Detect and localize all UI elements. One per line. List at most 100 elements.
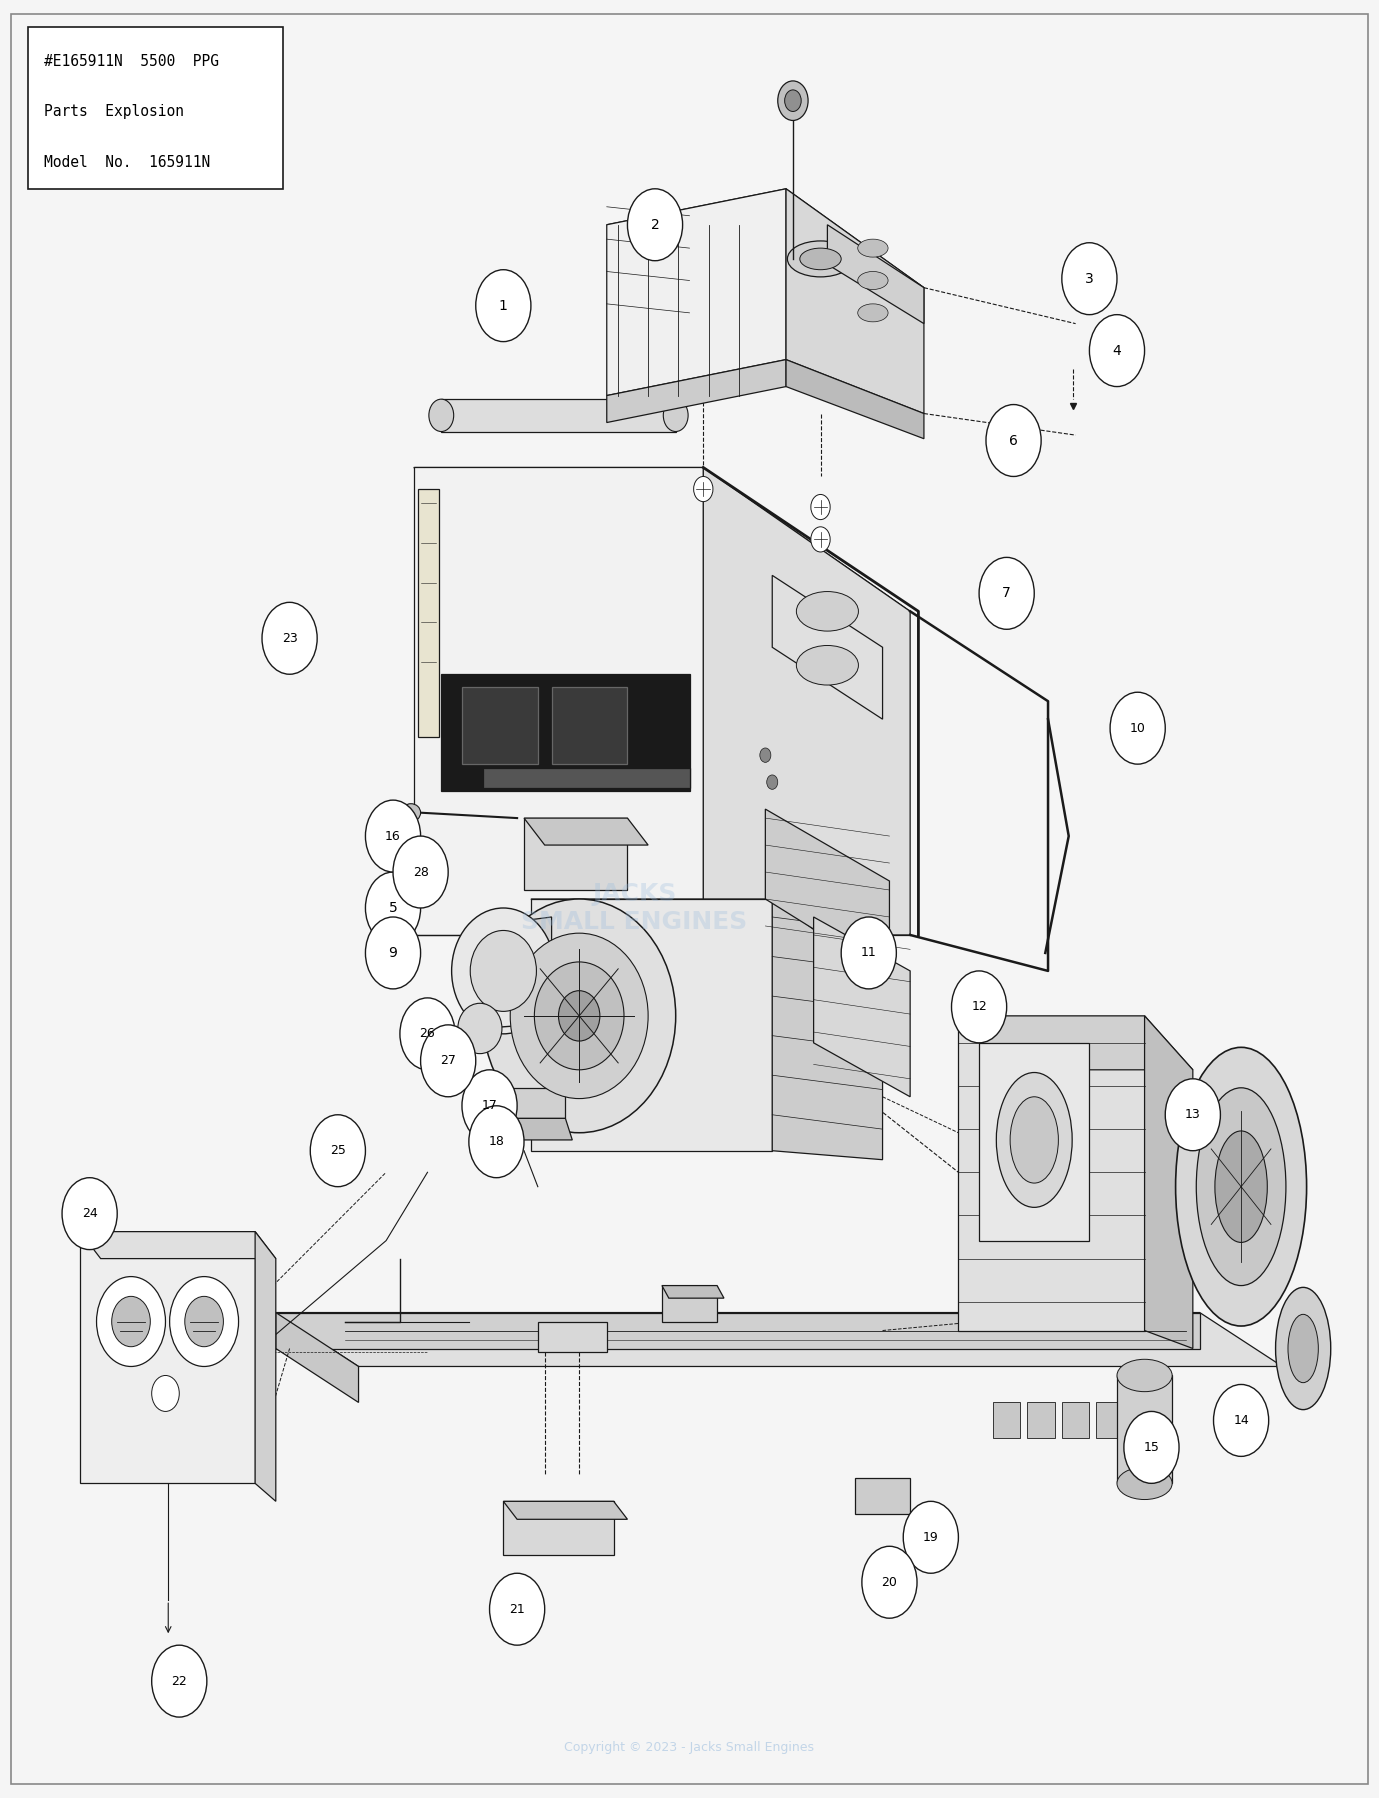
Polygon shape <box>255 1232 276 1501</box>
Ellipse shape <box>1197 1088 1287 1286</box>
Polygon shape <box>441 674 690 791</box>
Ellipse shape <box>558 991 600 1041</box>
Circle shape <box>778 81 808 120</box>
Circle shape <box>365 800 421 872</box>
Ellipse shape <box>800 248 841 270</box>
Ellipse shape <box>1175 1046 1307 1327</box>
Polygon shape <box>538 1322 607 1352</box>
Circle shape <box>694 476 713 502</box>
Text: 4: 4 <box>1113 343 1121 358</box>
Text: 3: 3 <box>1085 271 1094 286</box>
Ellipse shape <box>1276 1287 1331 1410</box>
Ellipse shape <box>858 271 888 289</box>
Text: 2: 2 <box>651 218 659 232</box>
Text: 21: 21 <box>509 1602 525 1616</box>
Polygon shape <box>958 1016 1145 1331</box>
Circle shape <box>310 1115 365 1187</box>
Text: 27: 27 <box>440 1054 456 1068</box>
Circle shape <box>469 1106 524 1178</box>
Polygon shape <box>993 1402 1020 1438</box>
Polygon shape <box>483 917 552 998</box>
Text: 9: 9 <box>389 946 397 960</box>
Polygon shape <box>786 360 924 439</box>
Ellipse shape <box>1215 1131 1267 1242</box>
Polygon shape <box>1062 1402 1089 1438</box>
Circle shape <box>365 917 421 989</box>
Text: 7: 7 <box>1003 586 1011 601</box>
Polygon shape <box>703 467 910 935</box>
Circle shape <box>952 971 1007 1043</box>
Text: 14: 14 <box>1233 1413 1249 1428</box>
Circle shape <box>1214 1384 1269 1456</box>
Circle shape <box>152 1375 179 1411</box>
Text: 25: 25 <box>330 1144 346 1158</box>
Ellipse shape <box>470 931 536 1010</box>
Text: Parts  Explosion: Parts Explosion <box>44 104 185 119</box>
Text: 11: 11 <box>860 946 877 960</box>
Text: 13: 13 <box>1185 1108 1201 1122</box>
Text: 1: 1 <box>499 298 507 313</box>
Polygon shape <box>524 818 627 890</box>
Circle shape <box>262 602 317 674</box>
Circle shape <box>1110 692 1165 764</box>
Circle shape <box>760 748 771 762</box>
Polygon shape <box>414 467 910 611</box>
Text: Model  No.  165911N: Model No. 165911N <box>44 155 211 169</box>
Ellipse shape <box>797 645 858 685</box>
Text: 10: 10 <box>1129 721 1146 735</box>
Polygon shape <box>80 1232 255 1483</box>
Polygon shape <box>418 489 439 737</box>
Ellipse shape <box>1009 1097 1059 1183</box>
Circle shape <box>1089 315 1145 387</box>
Circle shape <box>785 90 801 111</box>
Circle shape <box>97 1277 165 1366</box>
Ellipse shape <box>458 1003 502 1054</box>
Circle shape <box>903 1501 958 1573</box>
Ellipse shape <box>451 908 556 1034</box>
Circle shape <box>400 998 455 1070</box>
Ellipse shape <box>1117 1359 1172 1392</box>
Circle shape <box>476 270 531 342</box>
Polygon shape <box>524 818 648 845</box>
Text: 6: 6 <box>1009 433 1018 448</box>
Polygon shape <box>855 1478 910 1514</box>
Ellipse shape <box>510 933 648 1099</box>
Circle shape <box>421 1025 476 1097</box>
Polygon shape <box>814 917 910 1097</box>
Polygon shape <box>503 1501 627 1519</box>
Polygon shape <box>1117 1375 1172 1483</box>
Circle shape <box>112 1296 150 1347</box>
Ellipse shape <box>1117 1467 1172 1500</box>
Circle shape <box>393 836 448 908</box>
Circle shape <box>811 494 830 520</box>
Circle shape <box>462 1070 517 1142</box>
Polygon shape <box>607 360 786 423</box>
Text: 18: 18 <box>488 1135 505 1149</box>
Polygon shape <box>772 575 883 719</box>
Circle shape <box>1124 1411 1179 1483</box>
Text: 26: 26 <box>419 1027 436 1041</box>
Polygon shape <box>503 1501 614 1555</box>
Text: 17: 17 <box>481 1099 498 1113</box>
Polygon shape <box>80 1232 276 1259</box>
Text: 5: 5 <box>389 901 397 915</box>
Text: 22: 22 <box>171 1674 188 1688</box>
Polygon shape <box>414 467 703 935</box>
Circle shape <box>170 1277 239 1366</box>
Circle shape <box>979 557 1034 629</box>
Polygon shape <box>276 1313 359 1402</box>
Ellipse shape <box>534 962 623 1070</box>
Circle shape <box>62 1178 117 1250</box>
Circle shape <box>1165 1079 1220 1151</box>
Text: 28: 28 <box>412 865 429 879</box>
Circle shape <box>767 775 778 789</box>
Polygon shape <box>276 1313 1282 1366</box>
Polygon shape <box>496 1088 565 1118</box>
Polygon shape <box>772 899 883 1160</box>
Circle shape <box>152 1645 207 1717</box>
Polygon shape <box>441 399 676 432</box>
Ellipse shape <box>858 304 888 322</box>
Polygon shape <box>979 1043 1089 1241</box>
Text: 12: 12 <box>971 1000 987 1014</box>
Text: 23: 23 <box>281 631 298 645</box>
